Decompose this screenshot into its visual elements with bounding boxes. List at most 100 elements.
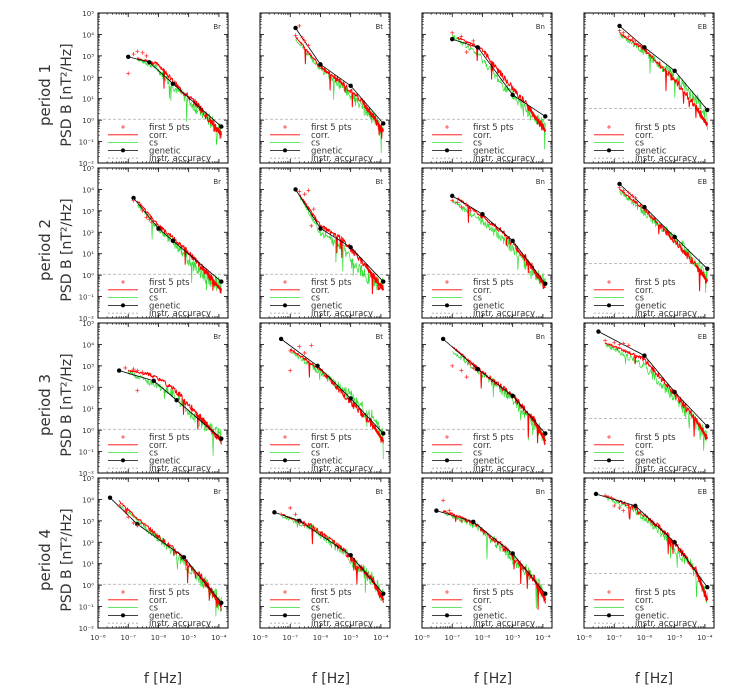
genetic-point [381,431,386,436]
first5-point [288,505,293,510]
legend-label: instr. accuracy [473,309,535,319]
legend-label: instr. accuracy [149,309,211,319]
panel-frame [421,322,553,474]
first5-point [621,30,626,35]
first5-point [297,23,302,28]
panel-frame [97,12,229,164]
panel-frame [259,322,391,474]
first5-point [464,375,469,380]
legend-label: cs [473,449,483,459]
y-tick-label: 10⁻² [79,470,95,478]
first5-point [603,338,608,343]
corr-tail [694,264,709,283]
legend-label: cs [635,449,645,459]
corr-tail [202,578,223,608]
y-tick-label: 10² [82,539,94,547]
first5-point [306,43,311,48]
plot-area [98,365,228,456]
first5-point [626,34,631,39]
x-tick-label: 10⁻⁷ [607,634,623,642]
panel-label: EB [698,488,707,496]
legend-label: first 5 pts [473,433,514,443]
panel-frame [583,477,715,629]
first5-point [135,388,140,393]
genetic-point [170,238,176,244]
legend-label: genetic [311,146,343,156]
legend-marker-first5 [283,590,287,594]
legend-label: instr. accuracy [473,154,535,164]
first5-point [297,189,302,194]
plot-area [422,498,552,610]
first5-point [117,503,122,508]
panel-frame [583,167,715,319]
legend-label: cs [311,449,321,459]
legend-marker-first5 [445,280,449,284]
cs-series [451,34,546,150]
legend-label: genetic [635,301,667,311]
first5-point [293,512,298,517]
first5-point [144,53,149,58]
legend-marker-genetic-dot [121,148,125,153]
legend-label: first 5 pts [149,433,190,443]
y-tick-label: 10⁰ [82,117,94,125]
legend-label: corr. [149,131,168,141]
first5-point [300,35,305,40]
legend-marker-genetic-dot [121,303,125,308]
y-tick-label: 10⁻² [79,315,95,323]
legend-marker-genetic-dot [445,148,449,153]
legend-label: genetic [311,301,343,311]
first5-point [459,368,464,373]
legend-label: instr. accuracy [635,464,697,474]
panel-frame [97,167,229,319]
legend-marker-first5 [607,125,611,129]
first5-point [450,30,455,35]
first5-point [603,493,608,498]
plot-area [422,336,552,446]
x-tick-label: 10⁻⁷ [445,634,461,642]
first5-point [135,523,140,528]
genetic-point [705,424,710,429]
first5-point [633,195,638,200]
y-tick-label: 10⁴ [82,31,94,39]
first5-point [621,508,626,513]
x-tick-label: 10⁻⁵ [505,634,521,642]
legend-label: corr. [311,441,330,451]
legend-marker-genetic-dot [283,613,287,618]
legend-label: corr. [149,441,168,451]
x-tick-label: 10⁻⁸ [576,634,592,642]
genetic-point [293,25,298,31]
first5-point [135,49,140,54]
genetic-point [705,585,710,590]
first5-point [302,192,307,197]
legend-label: cs [149,139,159,149]
legend-marker-genetic-dot [121,458,125,463]
corr-tail [364,264,385,291]
legend-label: corr. [149,286,168,296]
panel-frame [259,12,391,164]
first5-point [617,505,622,510]
first5-point [288,368,293,373]
legend-label: corr. [149,596,168,606]
corr-tail [694,569,709,601]
plot-area [422,193,552,289]
genetic-point [510,92,515,98]
legend-marker-first5 [607,280,611,284]
legend-label: genetic [149,146,181,156]
legend-label: corr. [473,131,492,141]
genetic-point [348,396,353,401]
x-tick-label: 10⁻⁶ [313,634,329,642]
legend-label: first 5 pts [311,433,352,443]
genetic-point [434,508,439,513]
y-tick-label: 10² [82,229,94,237]
first5-point [131,520,136,525]
y-tick-label: 10⁵ [82,320,94,328]
